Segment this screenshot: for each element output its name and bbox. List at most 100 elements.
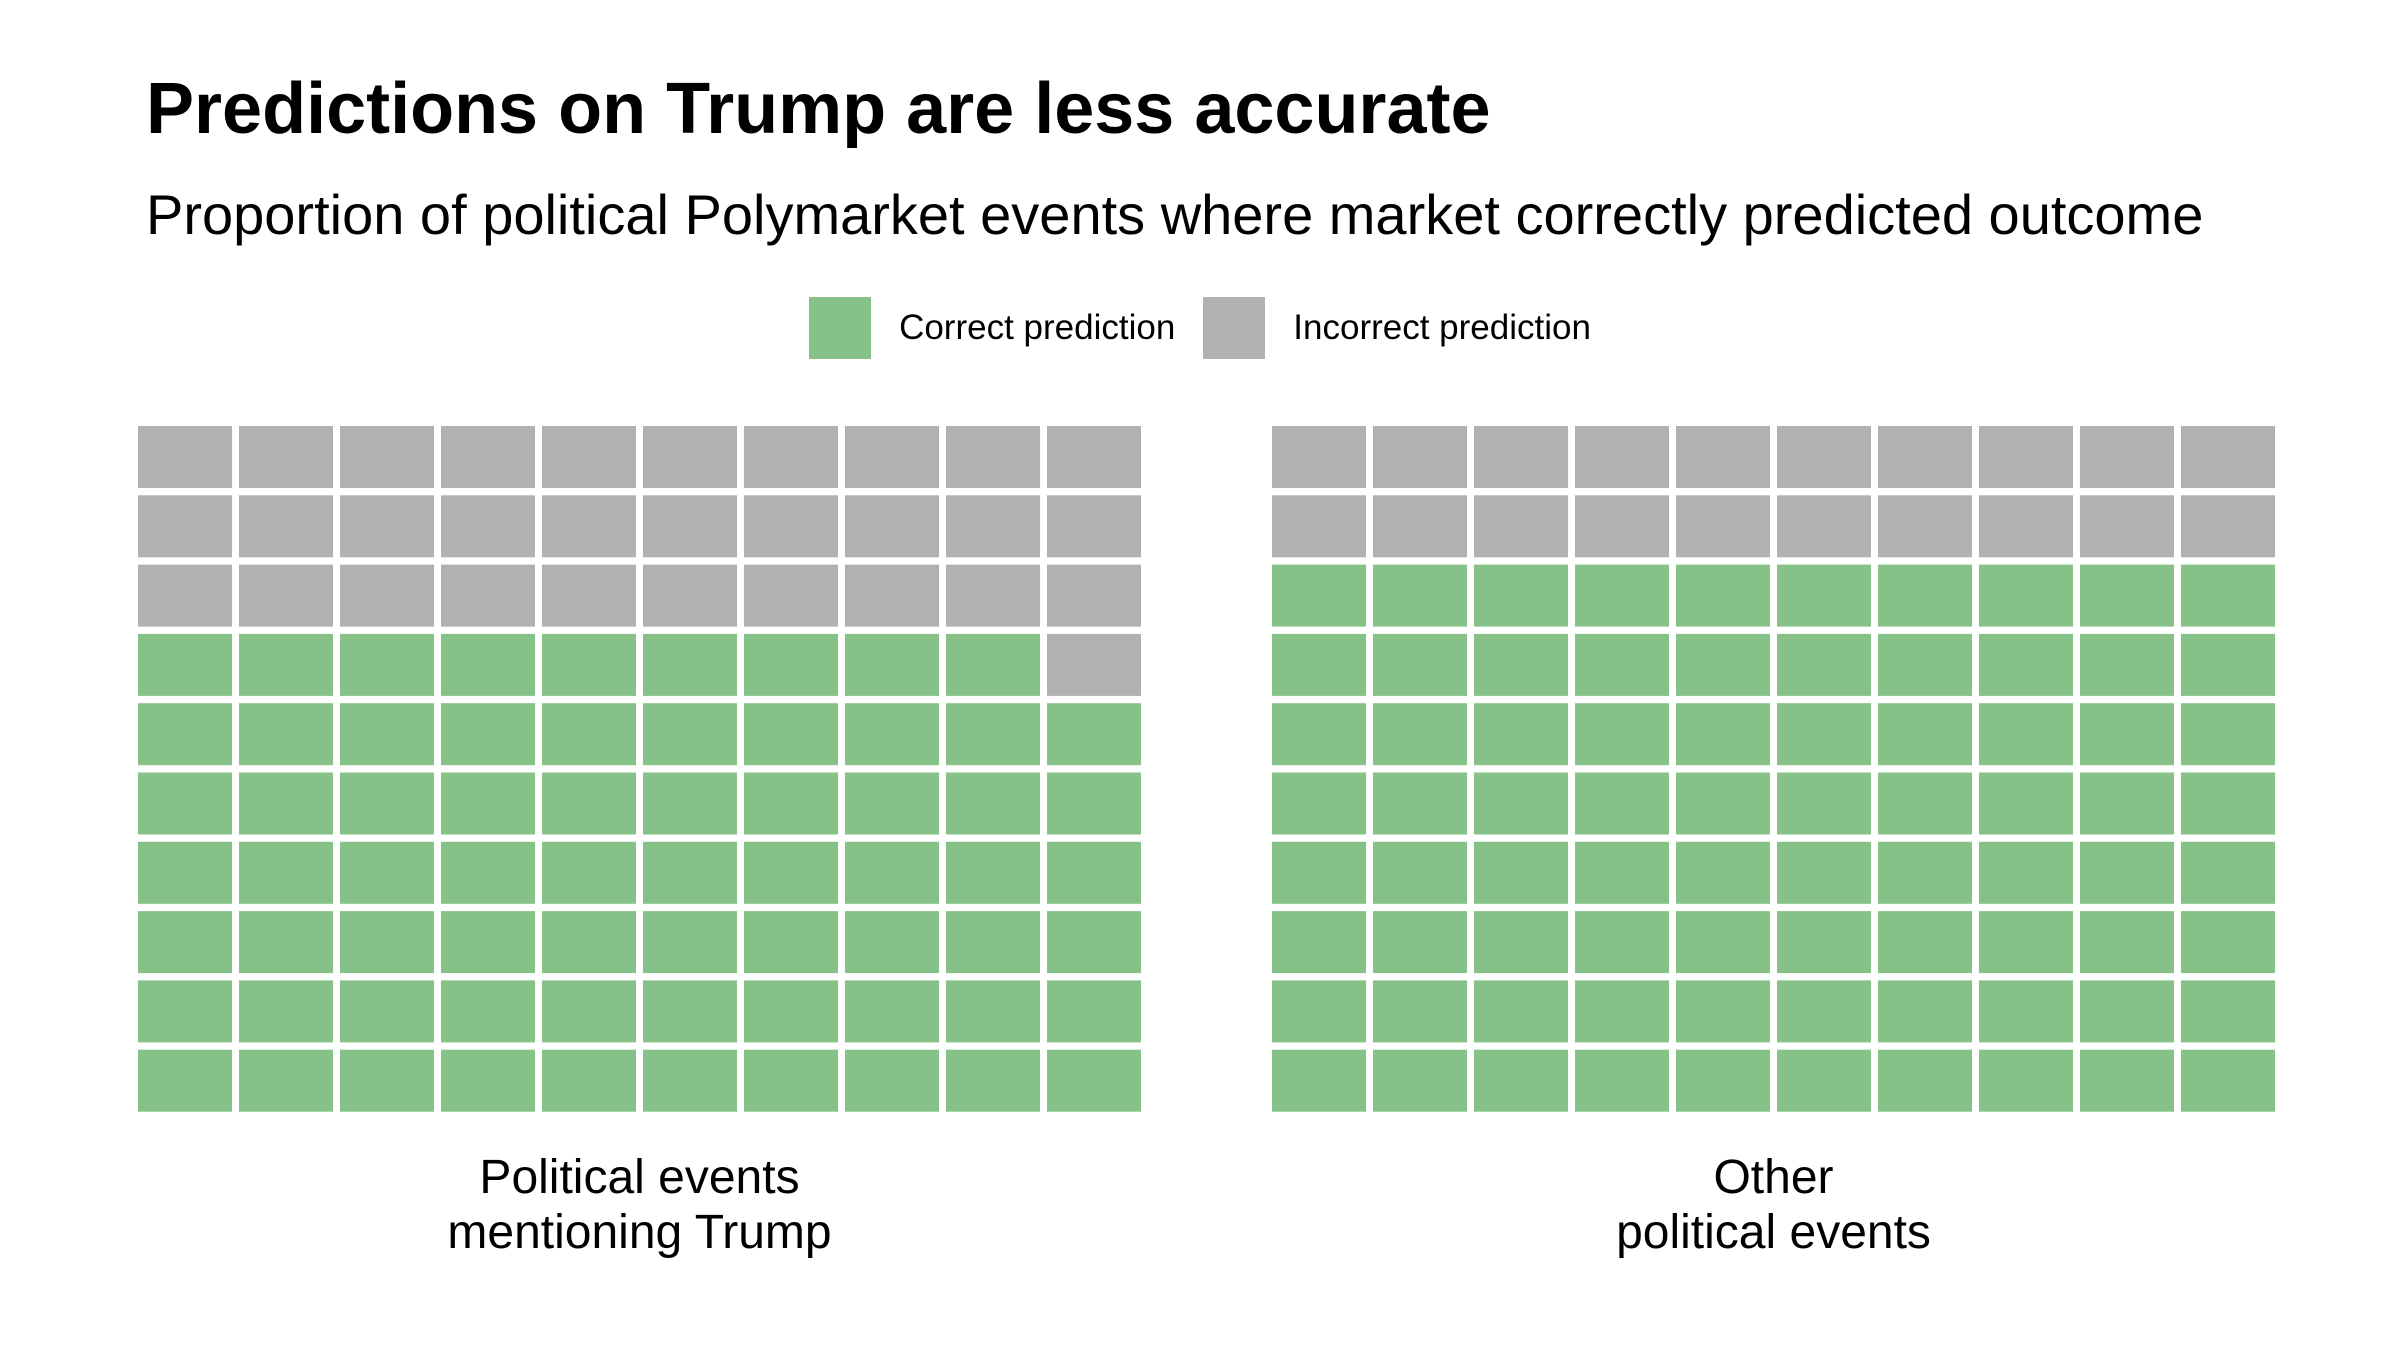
waffle-cell-correct xyxy=(845,633,939,696)
waffle-cell-correct xyxy=(1575,980,1669,1043)
waffle-cell-incorrect xyxy=(643,564,737,627)
waffle-cell-incorrect xyxy=(1878,426,1972,488)
waffle-cell-incorrect xyxy=(744,495,838,558)
waffle-cell-correct xyxy=(1474,703,1568,766)
waffle-cell-correct xyxy=(1878,564,1972,627)
waffle-cell-correct xyxy=(138,980,232,1043)
waffle-cell-incorrect xyxy=(441,426,535,488)
waffle-cell-correct xyxy=(1047,703,1141,766)
waffle-cell-correct xyxy=(1777,911,1871,974)
waffle-cell-correct xyxy=(1474,633,1568,696)
waffle-cell-correct xyxy=(1777,841,1871,904)
waffle-cell-incorrect xyxy=(542,495,636,558)
waffle-panel-other: Other political events xyxy=(1272,426,2275,1259)
waffle-cell-correct xyxy=(845,841,939,904)
waffle-cell-correct xyxy=(845,1049,939,1112)
waffle-cell-correct xyxy=(2080,564,2174,627)
waffle-cell-correct xyxy=(1272,772,1366,835)
waffle-cell-incorrect xyxy=(1979,495,2073,558)
waffle-cell-correct xyxy=(643,980,737,1043)
waffle-cell-incorrect xyxy=(340,495,434,558)
legend-item-correct: Correct prediction xyxy=(809,297,1175,359)
waffle-cell-correct xyxy=(744,1049,838,1112)
waffle-cell-correct xyxy=(1047,841,1141,904)
waffle-cell-correct xyxy=(1979,772,2073,835)
waffle-cell-correct xyxy=(1373,564,1467,627)
waffle-cell-incorrect xyxy=(2181,495,2275,558)
waffle-cell-correct xyxy=(1272,980,1366,1043)
waffle-cell-correct xyxy=(1979,633,2073,696)
waffle-cell-correct xyxy=(1047,772,1141,835)
waffle-cell-correct xyxy=(340,911,434,974)
waffle-cell-correct xyxy=(1878,841,1972,904)
waffle-cell-incorrect xyxy=(946,426,1040,488)
waffle-cell-correct xyxy=(1373,633,1467,696)
waffle-cell-correct xyxy=(946,703,1040,766)
waffle-cell-correct xyxy=(1878,703,1972,766)
waffle-cell-correct xyxy=(1676,911,1770,974)
waffle-cell-incorrect xyxy=(2080,426,2174,488)
waffle-cell-correct xyxy=(643,911,737,974)
waffle-cell-correct xyxy=(2080,911,2174,974)
waffle-cell-correct xyxy=(946,980,1040,1043)
waffle-cell-correct xyxy=(1272,841,1366,904)
waffle-cell-correct xyxy=(1047,911,1141,974)
waffle-cell-correct xyxy=(1777,772,1871,835)
waffle-cell-incorrect xyxy=(1272,426,1366,488)
waffle-cell-correct xyxy=(2181,633,2275,696)
waffle-cell-correct xyxy=(138,911,232,974)
waffle-cell-correct xyxy=(744,911,838,974)
waffle-cell-correct xyxy=(946,1049,1040,1112)
waffle-cell-correct xyxy=(239,703,333,766)
waffle-cell-correct xyxy=(340,703,434,766)
waffle-cell-correct xyxy=(1676,841,1770,904)
waffle-cell-correct xyxy=(2181,980,2275,1043)
waffle-cell-correct xyxy=(2080,772,2174,835)
waffle-cell-correct xyxy=(441,1049,535,1112)
waffle-cell-correct xyxy=(1575,703,1669,766)
waffle-cell-incorrect xyxy=(2181,426,2275,488)
waffle-cell-incorrect xyxy=(744,564,838,627)
waffle-cell-correct xyxy=(542,980,636,1043)
waffle-cell-correct xyxy=(2181,772,2275,835)
waffle-cell-correct xyxy=(1047,1049,1141,1112)
waffle-cell-incorrect xyxy=(1474,495,1568,558)
waffle-cell-correct xyxy=(2080,703,2174,766)
waffle-cell-incorrect xyxy=(946,564,1040,627)
waffle-cell-correct xyxy=(340,772,434,835)
waffle-cell-correct xyxy=(1878,1049,1972,1112)
waffle-cell-correct xyxy=(1272,703,1366,766)
waffle-cell-correct xyxy=(138,772,232,835)
waffle-cell-correct xyxy=(744,980,838,1043)
waffle-cell-correct xyxy=(1979,1049,2073,1112)
waffle-cell-correct xyxy=(239,911,333,974)
waffle-cell-incorrect xyxy=(340,564,434,627)
waffle-cell-incorrect xyxy=(239,495,333,558)
waffle-cell-correct xyxy=(1047,980,1141,1043)
waffle-cell-correct xyxy=(946,772,1040,835)
waffle-cell-incorrect xyxy=(1878,495,1972,558)
waffle-cell-correct xyxy=(1777,1049,1871,1112)
waffle-cell-incorrect xyxy=(441,564,535,627)
waffle-cell-correct xyxy=(643,703,737,766)
waffle-cell-correct xyxy=(744,633,838,696)
waffle-cell-incorrect xyxy=(2080,495,2174,558)
waffle-cell-correct xyxy=(340,633,434,696)
waffle-cell-correct xyxy=(1575,841,1669,904)
waffle-cell-incorrect xyxy=(1575,426,1669,488)
waffle-cell-correct xyxy=(2181,841,2275,904)
waffle-cell-incorrect xyxy=(1777,426,1871,488)
waffle-cell-incorrect xyxy=(542,426,636,488)
waffle-cell-correct xyxy=(1373,980,1467,1043)
waffle-cell-incorrect xyxy=(1979,426,2073,488)
waffle-cell-correct xyxy=(239,1049,333,1112)
waffle-cell-correct xyxy=(1272,911,1366,974)
chart-title: Predictions on Trump are less accurate xyxy=(146,69,1491,149)
waffle-cell-correct xyxy=(1575,911,1669,974)
waffle-cell-correct xyxy=(1474,772,1568,835)
waffle-cell-correct xyxy=(2181,564,2275,627)
waffle-cell-correct xyxy=(1474,1049,1568,1112)
waffle-cell-correct xyxy=(946,911,1040,974)
waffle-cell-correct xyxy=(1474,911,1568,974)
